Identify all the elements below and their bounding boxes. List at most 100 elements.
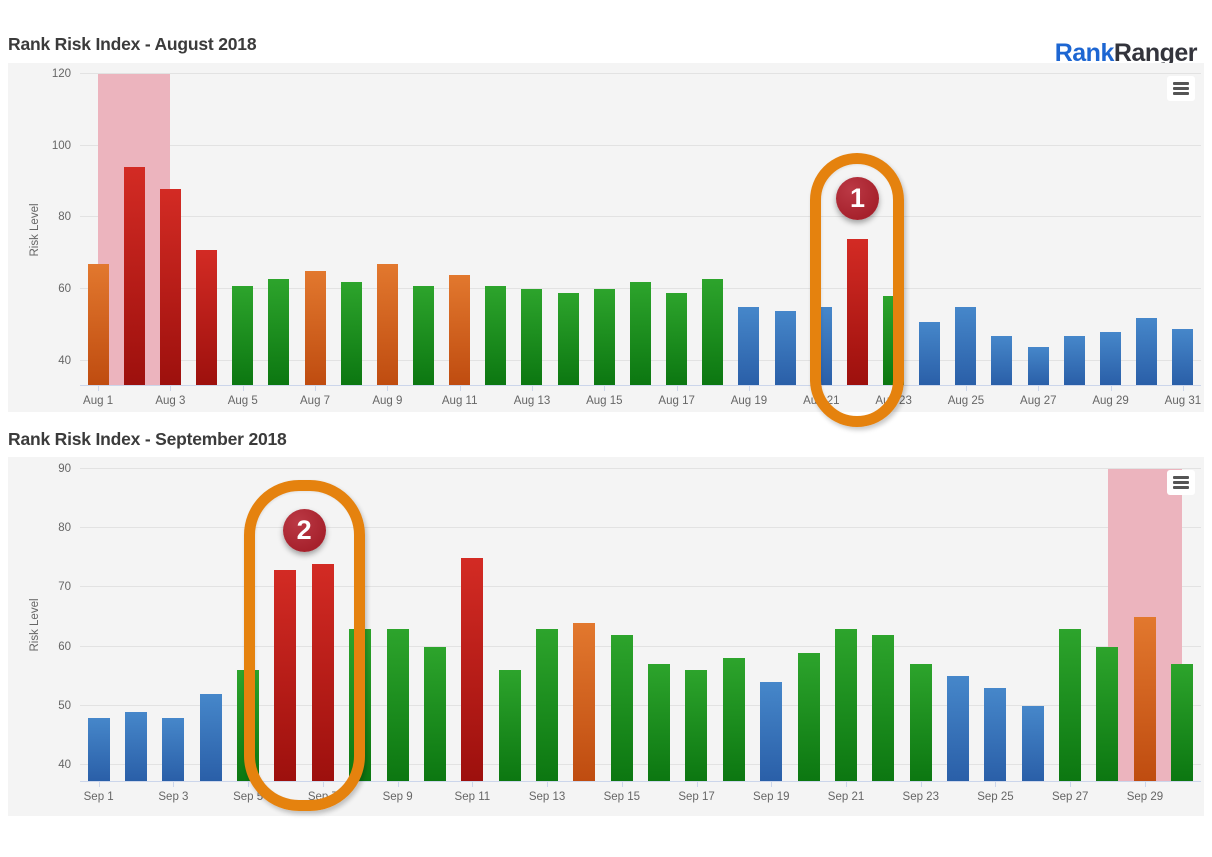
bar-sep-21[interactable] (834, 628, 857, 781)
bar-aug-2[interactable] (123, 167, 145, 385)
x-tick-label: Aug 25 (947, 395, 985, 407)
bar-sep-19[interactable] (760, 682, 783, 781)
bar-sep-9[interactable] (386, 628, 409, 781)
bar-slot (155, 469, 192, 781)
bar-sep-4[interactable] (199, 694, 222, 781)
bar-aug-22[interactable] (846, 239, 868, 385)
bar-sep-30[interactable] (1171, 664, 1194, 781)
bar-slot (902, 469, 939, 781)
bar-slot (939, 469, 976, 781)
x-tick-label: Aug 15 (586, 395, 623, 407)
bar-sep-3[interactable] (162, 717, 185, 781)
bar-sep-18[interactable] (722, 658, 745, 781)
bar-aug-18[interactable] (702, 278, 724, 385)
x-tick (173, 782, 175, 787)
bar-slot (566, 469, 603, 781)
chart-menu-button[interactable] (1167, 76, 1195, 101)
x-tick (995, 782, 997, 787)
bar-aug-16[interactable] (629, 282, 651, 385)
bar-aug-31[interactable] (1172, 328, 1194, 385)
bar-sep-6[interactable] (274, 569, 297, 781)
x-tick (920, 782, 922, 787)
bar-sep-26[interactable] (1021, 705, 1044, 781)
bar-slot (865, 469, 902, 781)
bar-slot (152, 74, 188, 385)
bar-sep-25[interactable] (984, 688, 1007, 781)
x-tick-label: Aug 1 (83, 395, 114, 407)
bar-aug-14[interactable] (557, 292, 579, 385)
x-tick (98, 782, 100, 787)
bar-sep-28[interactable] (1096, 646, 1119, 781)
bar-aug-27[interactable] (1027, 346, 1049, 385)
bar-slot (1092, 74, 1128, 385)
bar-aug-4[interactable] (196, 249, 218, 385)
bar-aug-30[interactable] (1136, 317, 1158, 385)
bar-aug-28[interactable] (1063, 335, 1085, 385)
bar-slot (715, 469, 752, 781)
x-tick (621, 782, 623, 787)
bar-sep-16[interactable] (648, 664, 671, 781)
x-tick-label: Aug 29 (1092, 395, 1129, 407)
bar-sep-1[interactable] (87, 717, 110, 781)
bar-slot (640, 469, 677, 781)
gridline (80, 468, 1201, 469)
bar-aug-19[interactable] (738, 307, 760, 385)
bar-slot (261, 74, 297, 385)
bar-aug-11[interactable] (449, 274, 471, 385)
y-tick-label: 80 (58, 211, 71, 224)
y-tick-label: 80 (58, 522, 71, 535)
bar-aug-20[interactable] (774, 310, 796, 385)
bar-aug-7[interactable] (304, 271, 326, 385)
bar-sep-23[interactable] (909, 664, 932, 781)
bar-aug-17[interactable] (666, 292, 688, 385)
bar-slot (514, 74, 550, 385)
bar-aug-8[interactable] (340, 282, 362, 385)
bar-sep-20[interactable] (797, 652, 820, 781)
bar-sep-24[interactable] (946, 676, 969, 781)
bar-aug-13[interactable] (521, 289, 543, 385)
bar-slot (1014, 469, 1051, 781)
bar-aug-24[interactable] (919, 321, 941, 385)
bar-sep-10[interactable] (423, 646, 446, 781)
september-chart-title: Rank Risk Index - September 2018 (8, 429, 287, 449)
bar-aug-26[interactable] (991, 335, 1013, 385)
chart-menu-button[interactable] (1167, 470, 1195, 495)
x-tick (387, 386, 389, 391)
bar-aug-9[interactable] (376, 264, 398, 385)
bar-slot (603, 469, 640, 781)
bar-aug-15[interactable] (593, 289, 615, 385)
bar-sep-17[interactable] (685, 670, 708, 781)
x-tick (965, 386, 967, 391)
bar-aug-12[interactable] (485, 285, 507, 385)
x-tick (1070, 782, 1072, 787)
bar-aug-5[interactable] (232, 285, 254, 385)
rankranger-logo: RankRanger (1055, 39, 1198, 67)
x-tick-label: Sep 15 (603, 791, 641, 803)
bar-sep-13[interactable] (535, 628, 558, 781)
annotation-ring (243, 480, 365, 811)
bar-sep-15[interactable] (610, 634, 633, 781)
bar-aug-29[interactable] (1099, 332, 1121, 385)
x-tick (459, 386, 461, 391)
gridline (80, 586, 1201, 588)
bar-aug-3[interactable] (159, 188, 181, 385)
gridline (80, 645, 1201, 647)
bar-aug-6[interactable] (268, 278, 290, 385)
bar-aug-1[interactable] (87, 264, 109, 385)
x-tick (547, 782, 549, 787)
bar-sep-27[interactable] (1059, 628, 1082, 781)
y-tick-label: 60 (58, 640, 71, 653)
x-axis: Aug 1 Aug 3 Aug 5 Aug 7 Aug 9 Aug 11 Aug 13 Aug… (80, 385, 1201, 412)
bar-sep-22[interactable] (872, 634, 895, 781)
bar-sep-2[interactable] (125, 711, 148, 781)
bar-slot (297, 74, 333, 385)
bar-sep-29[interactable] (1133, 617, 1156, 781)
bar-sep-11[interactable] (461, 557, 484, 781)
bar-aug-25[interactable] (955, 307, 977, 385)
bar-sep-14[interactable] (573, 622, 596, 781)
x-tick (98, 386, 100, 391)
bar-aug-10[interactable] (412, 285, 434, 385)
bar-slot (790, 469, 827, 781)
bar-sep-7[interactable] (311, 563, 334, 781)
bar-sep-12[interactable] (498, 670, 521, 781)
